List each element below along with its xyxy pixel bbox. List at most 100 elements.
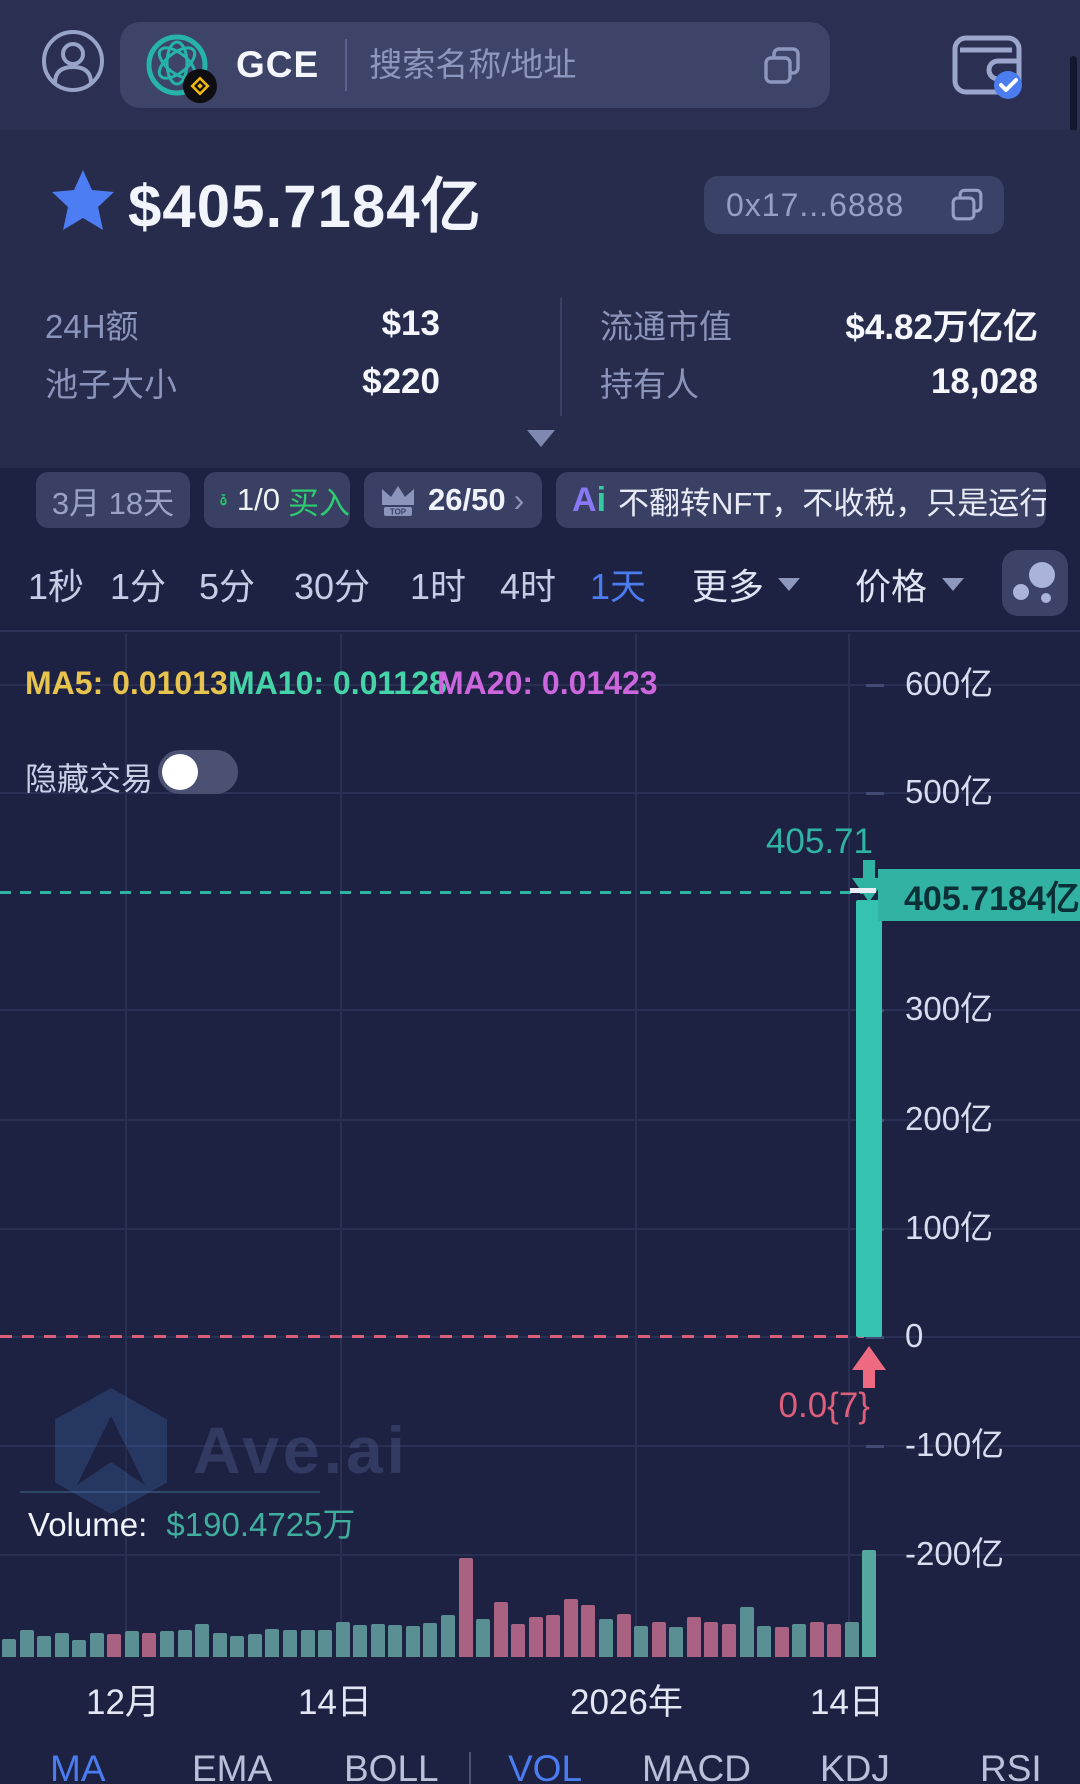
- candle-high-label: 405.71: [765, 822, 873, 861]
- contract-address-pill[interactable]: 0x17...6888: [704, 176, 1004, 234]
- ma20-legend: MA20: 0.01423: [437, 665, 658, 701]
- stat-value: $13: [381, 304, 440, 343]
- wallet-icon[interactable]: [950, 28, 1030, 102]
- stat-label: 流通市值: [600, 308, 732, 345]
- volume-label: Volume:: [28, 1506, 148, 1543]
- volume-bar: [353, 1625, 368, 1657]
- aveai-logo-watermark: [55, 1388, 167, 1514]
- y-axis-label: -200亿: [905, 1535, 1005, 1572]
- current-price-line: [0, 891, 1080, 894]
- y-axis-label: 600亿: [905, 665, 994, 702]
- volume-bar: [844, 1622, 859, 1657]
- volume-row: Volume: $190.4725万: [28, 1498, 355, 1546]
- volume-bar: [757, 1626, 772, 1657]
- y-axis-label: 200亿: [905, 1100, 994, 1137]
- hide-trades-label: 隐藏交易: [25, 761, 154, 797]
- volume-bar: [651, 1622, 666, 1657]
- stat-value: $4.82万亿亿: [845, 307, 1038, 347]
- hide-trades-toggle[interactable]: [158, 750, 238, 794]
- indicator-tab-macd[interactable]: MACD: [642, 1748, 751, 1784]
- tf-30m[interactable]: 30分: [294, 566, 371, 607]
- volume-bar: [546, 1615, 561, 1657]
- volume-pane-divider[interactable]: [20, 1491, 320, 1493]
- tag-buy-ratio[interactable]: $ 1/0 买入: [204, 472, 350, 528]
- indicator-tab-vol[interactable]: VOL: [508, 1748, 583, 1784]
- rank-value: 26/50: [428, 482, 506, 517]
- volume-bar: [704, 1622, 719, 1657]
- favorite-star-icon[interactable]: [50, 168, 116, 232]
- tf-1d-active[interactable]: 1天: [590, 566, 647, 607]
- crown-top-icon: TOP: [382, 486, 414, 517]
- tag-rank[interactable]: TOP 26/50 ›: [364, 472, 542, 528]
- gridline: [0, 792, 1080, 794]
- volume-bar: [230, 1636, 245, 1657]
- x-axis-label: 2026年: [570, 1683, 683, 1722]
- contract-address: 0x17...6888: [726, 186, 905, 223]
- tf-4h[interactable]: 4时: [500, 566, 557, 607]
- search-bar[interactable]: GCE: [120, 22, 830, 108]
- volume-bar: [300, 1630, 315, 1657]
- volume-bar: [669, 1627, 684, 1657]
- price-tag-tick: [850, 888, 876, 893]
- stat-label: 持有人: [600, 366, 699, 403]
- search-input[interactable]: [367, 45, 672, 85]
- volume-bar: [335, 1622, 350, 1657]
- token-age-label: 3月 18天: [51, 485, 175, 521]
- volume-bar: [581, 1605, 596, 1657]
- volume-bar: [405, 1626, 420, 1657]
- stat-value: $220: [362, 362, 440, 401]
- volume-bar: [19, 1630, 34, 1657]
- volume-bar: [493, 1602, 508, 1657]
- volume-bar: [528, 1617, 543, 1657]
- gridline: [0, 1009, 1080, 1011]
- more-caret-icon: [778, 578, 800, 591]
- tf-1s[interactable]: 1秒: [28, 566, 85, 607]
- volume-bar: [388, 1625, 403, 1657]
- volume-bar: [370, 1624, 385, 1657]
- tf-price-mode[interactable]: 价格: [855, 566, 928, 607]
- volume-bar: [195, 1624, 210, 1657]
- rank-chevron-icon: ›: [513, 481, 525, 518]
- tag-token-age[interactable]: 3月 18天: [36, 472, 190, 528]
- tf-more[interactable]: 更多: [692, 566, 765, 607]
- tag-ai-summary[interactable]: A i 不翻转NFT，不收税，只是运行... ›: [556, 472, 1046, 528]
- axis-tick: [866, 792, 884, 795]
- stats-row-1: 24H额 $13 流通市值 $4.82万亿亿: [0, 298, 1080, 350]
- indicator-tab-rsi[interactable]: RSI: [980, 1748, 1042, 1784]
- crown-top-text: TOP: [390, 508, 407, 517]
- indicator-tab-ma[interactable]: MA: [50, 1748, 106, 1784]
- tf-1h[interactable]: 1时: [410, 566, 467, 607]
- indicator-tab-ema[interactable]: EMA: [192, 1748, 273, 1784]
- tf-1m[interactable]: 1分: [110, 566, 167, 607]
- bubble-indicator-icon[interactable]: [1002, 550, 1068, 616]
- collapse-caret-icon[interactable]: [527, 430, 555, 447]
- open-price-line: [0, 1335, 864, 1338]
- volume-bar: [476, 1619, 491, 1657]
- stats-row-2: 池子大小 $220 持有人 18,028: [0, 356, 1080, 408]
- axis-tick: [866, 684, 884, 687]
- y-axis-label: -100亿: [905, 1426, 1005, 1463]
- tf-5m[interactable]: 5分: [199, 566, 256, 607]
- volume-bar: [37, 1636, 52, 1657]
- address-copy-icon[interactable]: [948, 186, 986, 224]
- arrow-down-icon: [852, 860, 886, 902]
- axis-tick: [866, 1445, 884, 1448]
- toggle-knob: [162, 754, 198, 790]
- candle-low-label: 0.0{7}: [778, 1386, 871, 1425]
- stat-value: 18,028: [930, 362, 1038, 401]
- gridline: [125, 634, 127, 1657]
- indicator-tab-boll[interactable]: BOLL: [344, 1748, 439, 1784]
- copy-icon[interactable]: [760, 44, 804, 88]
- volume-bar: [212, 1633, 227, 1657]
- gridline: [0, 1228, 1080, 1230]
- user-avatar-icon[interactable]: [40, 28, 106, 94]
- ma5-legend: MA5: 0.01013: [25, 665, 228, 701]
- market-cap-price: $405.7184亿: [128, 173, 482, 240]
- indicator-tab-kdj[interactable]: KDJ: [820, 1748, 890, 1784]
- volume-bar: [809, 1622, 824, 1657]
- buy-ratio-value: 1/0: [236, 482, 280, 517]
- volume-bar: [54, 1633, 69, 1657]
- axis-tick: [866, 1336, 884, 1339]
- volume-bar: [282, 1630, 297, 1657]
